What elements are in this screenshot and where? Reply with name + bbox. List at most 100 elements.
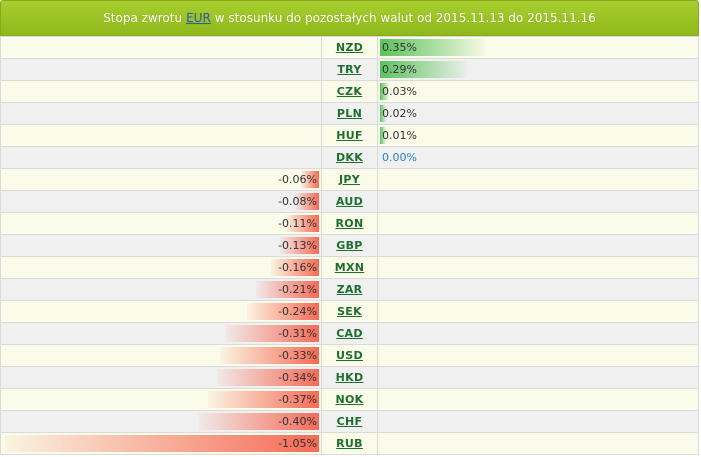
positive-cell: 0.35%	[377, 36, 699, 59]
currency-cell: GBP	[321, 234, 378, 257]
currency-link-sek[interactable]: SEK	[337, 305, 362, 318]
currency-link-aud[interactable]: AUD	[335, 195, 364, 208]
currency-link-nzd[interactable]: NZD	[335, 41, 364, 54]
negative-cell	[0, 124, 322, 147]
currency-link-huf[interactable]: HUF	[336, 129, 363, 142]
return-value: -0.11%	[278, 217, 317, 230]
base-currency-link[interactable]: EUR	[186, 11, 211, 25]
currency-row-pln: PLN 0.02%	[0, 102, 699, 125]
negative-cell: -1.05%	[0, 432, 322, 455]
negative-bar	[295, 193, 319, 210]
return-value: -0.13%	[278, 239, 317, 252]
negative-cell: -0.13%	[0, 234, 322, 257]
currency-link-jpy[interactable]: JPY	[338, 173, 361, 186]
currency-row-rub: -1.05% RUB	[0, 432, 699, 455]
currency-row-chf: -0.40% CHF	[0, 410, 699, 433]
currency-link-czk[interactable]: CZK	[336, 85, 363, 98]
currency-link-mxn[interactable]: MXN	[334, 261, 365, 274]
currency-link-zar[interactable]: ZAR	[336, 283, 363, 296]
currency-row-czk: CZK 0.03%	[0, 80, 699, 103]
positive-cell	[377, 300, 699, 323]
return-value: -0.16%	[278, 261, 317, 274]
negative-bar	[256, 281, 319, 298]
currency-row-hkd: -0.34% HKD	[0, 366, 699, 389]
negative-bar	[280, 237, 319, 254]
positive-cell	[377, 278, 699, 301]
returns-table: NZD 0.35% TRY 0.29% CZK 0.03% PLN 0.02% HUF 0.01%…	[0, 36, 699, 455]
negative-bar	[286, 215, 319, 232]
currency-row-nzd: NZD 0.35%	[0, 36, 699, 59]
positive-cell	[377, 344, 699, 367]
currency-link-dkk[interactable]: DKK	[335, 151, 364, 164]
negative-bar	[208, 391, 319, 408]
negative-cell	[0, 36, 322, 59]
return-value: -0.34%	[278, 371, 317, 384]
positive-cell: 0.03%	[377, 80, 699, 103]
negative-cell: -0.08%	[0, 190, 322, 213]
currency-link-rub[interactable]: RUB	[336, 437, 363, 450]
positive-cell: 0.01%	[377, 124, 699, 147]
positive-cell	[377, 432, 699, 455]
negative-bar	[217, 369, 319, 386]
negative-cell: -0.11%	[0, 212, 322, 235]
currency-row-cad: -0.31% CAD	[0, 322, 699, 345]
currency-link-nok[interactable]: NOK	[335, 393, 364, 406]
positive-cell: 0.00%	[377, 146, 699, 169]
return-value: -0.06%	[278, 173, 317, 186]
negative-cell: -0.06%	[0, 168, 322, 191]
widget-header: Stopa zwrotu EUR w stosunku do pozostały…	[0, 0, 699, 36]
currency-link-ron[interactable]: RON	[335, 217, 364, 230]
currency-row-jpy: -0.06% JPY	[0, 168, 699, 191]
negative-cell: -0.24%	[0, 300, 322, 323]
negative-cell: -0.16%	[0, 256, 322, 279]
currency-cell: SEK	[321, 300, 378, 323]
return-value: -0.33%	[278, 349, 317, 362]
currency-cell: TRY	[321, 58, 378, 81]
negative-cell	[0, 80, 322, 103]
currency-row-ron: -0.11% RON	[0, 212, 699, 235]
positive-cell	[377, 168, 699, 191]
currency-link-cad[interactable]: CAD	[336, 327, 363, 340]
return-value: -0.24%	[278, 305, 317, 318]
negative-bar	[5, 435, 319, 452]
currency-cell: CAD	[321, 322, 378, 345]
currency-link-hkd[interactable]: HKD	[335, 371, 364, 384]
currency-link-usd[interactable]: USD	[336, 349, 363, 362]
negative-cell	[0, 58, 322, 81]
positive-bar	[380, 39, 485, 56]
currency-row-dkk: DKK 0.00%	[0, 146, 699, 169]
positive-cell	[377, 366, 699, 389]
negative-cell: -0.37%	[0, 388, 322, 411]
negative-bar	[226, 325, 319, 342]
positive-cell	[377, 234, 699, 257]
currency-link-pln[interactable]: PLN	[336, 107, 363, 120]
positive-cell	[377, 388, 699, 411]
positive-cell	[377, 256, 699, 279]
negative-bar	[271, 259, 319, 276]
negative-bar	[301, 171, 319, 188]
currency-row-try: TRY 0.29%	[0, 58, 699, 81]
positive-cell: 0.29%	[377, 58, 699, 81]
negative-cell: -0.31%	[0, 322, 322, 345]
currency-link-try[interactable]: TRY	[337, 63, 362, 76]
currency-row-gbp: -0.13% GBP	[0, 234, 699, 257]
currency-row-zar: -0.21% ZAR	[0, 278, 699, 301]
positive-cell	[377, 322, 699, 345]
currency-link-chf[interactable]: CHF	[336, 415, 363, 428]
positive-cell	[377, 212, 699, 235]
negative-bar	[199, 413, 319, 430]
currency-row-usd: -0.33% USD	[0, 344, 699, 367]
negative-cell	[0, 146, 322, 169]
currency-link-gbp[interactable]: GBP	[336, 239, 363, 252]
currency-cell: RON	[321, 212, 378, 235]
positive-cell: 0.02%	[377, 102, 699, 125]
currency-row-sek: -0.24% SEK	[0, 300, 699, 323]
currency-cell: HKD	[321, 366, 378, 389]
header-title-prefix: Stopa zwrotu	[103, 11, 183, 25]
currency-cell: DKK	[321, 146, 378, 169]
returns-table-body: NZD 0.35% TRY 0.29% CZK 0.03% PLN 0.02% HUF 0.01%…	[0, 36, 699, 455]
currency-row-aud: -0.08% AUD	[0, 190, 699, 213]
return-value: -1.05%	[278, 437, 317, 450]
positive-cell	[377, 410, 699, 433]
